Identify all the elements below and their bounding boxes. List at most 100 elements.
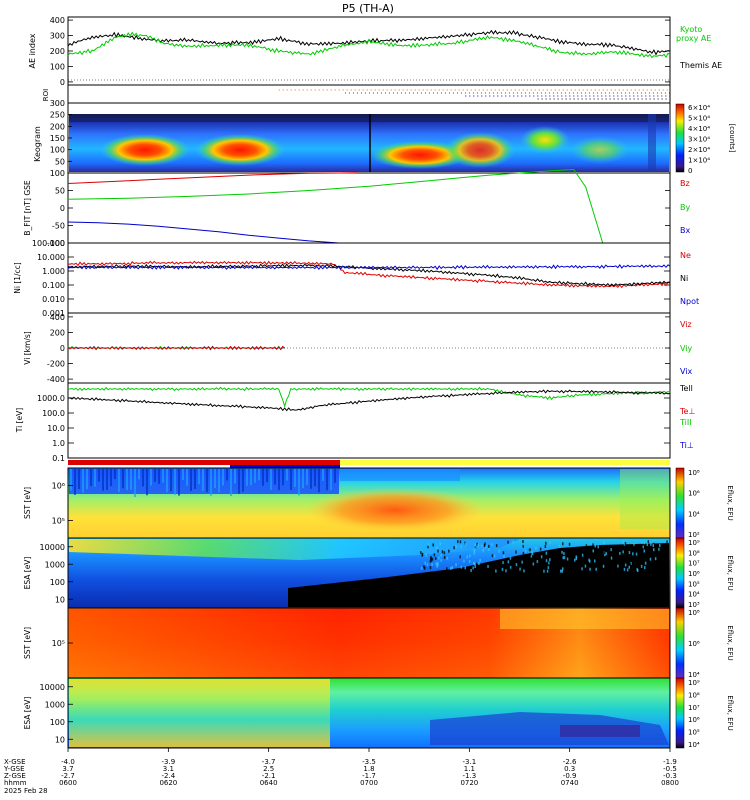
y-tick-label: 0.010 [42,295,65,304]
y-tick-label: 1000 [45,700,65,709]
legend-vix: Vix [680,367,693,376]
y-tick-label: 100 [50,146,65,155]
plot-title: P5 (TH-A) [342,2,394,15]
x-row-label: 2025 Feb 28 [4,787,48,795]
y-tick-label: 10 [55,735,65,744]
colorbar-label: 10⁴ [688,510,700,518]
bfield-ylabel: B_FIT [nT] GSE [23,180,32,236]
legend-ti-perp: Ti⊥ [679,441,694,450]
colorbar-label: 2×10⁴ [688,146,710,154]
temperature-panel: 1000.0100.010.01.00.1 Ti [eV] Tell Te⊥ T… [15,383,695,463]
x-tick-label: 0700 [360,779,378,787]
legend-ti-par: TiII [679,418,692,427]
colorbar-label: 10² [688,531,700,539]
colorbar-label: 10⁷ [688,704,700,712]
y-tick-label: 0 [60,204,65,213]
sst-ion-cbar-units: Eflux, EFU [726,485,734,520]
esa-ion-cbar-units: Eflux, EFU [726,555,734,590]
legend-bx: Bx [680,226,690,235]
colorbar-label: 10⁶ [688,640,700,648]
x-axis: X-GSEY-GSEZ-GSEhhmm2025 Feb 28-4.03.7-2.… [3,748,679,795]
y-tick-label: 50 [55,187,65,196]
colorbar-label: 5×10⁴ [688,115,710,123]
y-tick-label: 1000.0 [37,394,65,403]
y-tick-label: 10000 [40,683,65,692]
legend-viz: Viz [680,320,692,329]
legend-themis-ae: Themis AE [679,61,722,70]
y-tick-label: 100 [50,718,65,727]
y-tick-label: 10⁵ [52,639,65,648]
y-tick-label: 1000 [45,560,65,569]
colorbar-label: 10⁸ [688,691,700,699]
colorbar-label: 10⁸ [688,549,700,557]
y-tick-label: -400 [47,375,65,384]
y-tick-label: 0 [60,344,65,353]
esa-elec-cbar-units: Eflux, EFU [726,695,734,730]
y-tick-label: 10000 [40,543,65,552]
colorbar-label: 10³ [688,601,700,609]
density-panel: 100.00010.0001.0000.1000.0100.001 Ni [1/… [13,239,699,318]
colorbar-label: 10⁸ [688,469,700,477]
esa-ion-panel: 10000 1000 100 10 ESA [eV] 10⁹ 10⁸ 10⁷ 10⁶ 10⁵ 1… [23,538,734,609]
legend-kyoto: Kyoto [680,25,702,34]
y-tick-label: 10 [55,595,65,604]
x-tick-label: 0640 [260,779,278,787]
colorbar-label: 10⁶ [688,570,700,578]
keogram-colorbar-labels: 6×10⁴ 5×10⁴ 4×10⁴ 3×10⁴ 2×10⁴ 1×10⁴ 0 [688,104,710,175]
ae-panel: 400 300 200 100 0 AE index Kyoto proxy AE Th… [28,16,722,87]
sst-ion-panel: 10⁶ 10⁵ SST [eV] 10⁸ 10⁶ 10⁴ 10² Eflux, EFU [23,468,734,539]
temperature-ylabel: Ti [eV] [15,408,24,433]
mode-bar [68,460,670,468]
sst-elec-colorbar [676,608,684,678]
x-tick-label: 0800 [661,779,679,787]
esa-elec-panel: 10000100010010 ESA [eV] 10⁹10⁸10⁷10⁶10⁵1… [23,678,734,749]
y-tick-label: 100.0 [42,409,65,418]
y-tick-label: 0.100 [42,281,65,290]
y-tick-label: 200 [50,47,65,56]
y-tick-label: 100 [50,578,65,587]
y-tick-label: 150 [50,134,65,143]
y-tick-label: 100 [50,169,65,178]
esa-elec-colorbar [676,678,684,748]
legend-viy: Viy [680,344,693,353]
ae-ylabel: AE index [28,33,37,68]
colorbar-label: 4×10⁴ [688,125,710,133]
x-tick-label: 0740 [561,779,579,787]
esa-ion-ylabel: ESA [eV] [23,557,32,590]
colorbar-label: 10⁹ [688,539,700,547]
x-tick-label: 0620 [159,779,177,787]
keogram-ylabel: Keogram [33,126,42,162]
sst-ion-colorbar [676,468,684,538]
y-tick-label: 250 [50,111,65,120]
y-tick-label: 10⁶ [52,482,65,491]
colorbar-label: 10⁹ [688,679,700,687]
y-tick-label: 0 [60,78,65,87]
y-tick-label: 0.1 [52,454,65,463]
legend-ni: Ni [680,274,688,283]
y-tick-label: 10.000 [37,253,65,262]
colorbar-label: 10⁴ [688,741,700,749]
sst-elec-panel: 10⁵ SST [eV] 10⁸10⁶10⁴ Eflux, EFU [23,608,734,679]
legend-by: By [680,203,690,212]
x-row-label: hhmm [4,779,27,787]
y-tick-label: 1.000 [42,267,65,276]
y-tick-label: 200 [50,328,65,337]
keogram-colorbar [676,104,684,172]
y-tick-label: 10⁵ [52,517,65,526]
y-tick-label: 400 [50,16,65,25]
legend-bz: Bz [680,179,690,188]
y-tick-label: 50 [55,157,65,166]
colorbar-label: 10⁶ [688,490,700,498]
y-tick-label: 400 [50,313,65,322]
legend-ne: Ne [680,251,691,260]
x-tick-label: 0720 [460,779,478,787]
colorbar-label: 10⁷ [688,560,700,568]
y-tick-label: 100 [50,62,65,71]
esa-elec-ylabel: ESA [eV] [23,697,32,730]
y-tick-label: -200 [47,360,65,369]
colorbar-label: 6×10⁴ [688,104,710,112]
x-tick-label: 0600 [59,779,77,787]
velocity-panel: 400 200 0 -200 -400 Vi [km/s] Viz Viy Vix [23,313,693,384]
y-tick-label: 300 [50,99,65,108]
